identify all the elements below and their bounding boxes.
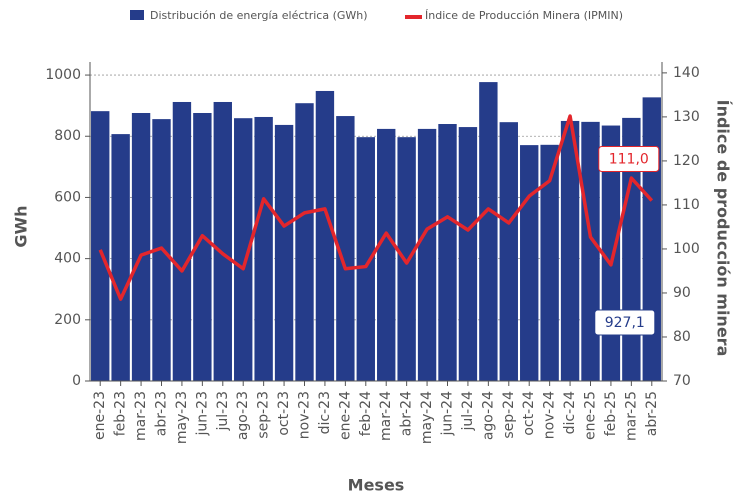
x-axis-title: Meses xyxy=(348,476,405,495)
x-tick-label: ago-24 xyxy=(480,391,496,440)
y2-tick-label: 100 xyxy=(673,241,700,257)
y2-tick-label: 80 xyxy=(673,329,691,345)
value-label-box xyxy=(594,309,656,336)
x-tick-label: oct-24 xyxy=(521,391,537,436)
y-tick-label: 200 xyxy=(54,312,81,328)
x-tick-label: jul-24 xyxy=(460,391,476,432)
x-tick-label: oct-23 xyxy=(276,391,292,436)
legend-swatch xyxy=(405,15,422,19)
bar xyxy=(193,112,212,382)
bar xyxy=(520,145,539,381)
bar xyxy=(438,124,457,382)
y2-tick-label: 120 xyxy=(673,153,700,169)
bar xyxy=(458,127,478,381)
bar xyxy=(131,112,151,382)
x-tick-label: jun-23 xyxy=(194,391,210,437)
value-label: 111,0 xyxy=(609,152,649,168)
x-tick-label: feb-23 xyxy=(113,391,129,436)
value-label: 927,1 xyxy=(605,315,645,331)
x-tick-label: mar-25 xyxy=(623,391,639,441)
x-tick-label: feb-25 xyxy=(603,391,619,436)
legend-label: Índice de Producción Minera (IPMIN) xyxy=(425,9,623,22)
y-tick-label: 600 xyxy=(54,189,81,205)
x-tick-label: nov-24 xyxy=(542,391,558,439)
x-tick-label: sep-23 xyxy=(256,391,272,439)
y-tick-label: 800 xyxy=(54,128,81,144)
bar xyxy=(397,137,416,381)
x-tick-label: mar-24 xyxy=(378,391,394,441)
bar xyxy=(336,116,355,381)
legend-swatch xyxy=(130,10,144,20)
x-tick-label: jul-23 xyxy=(215,391,231,432)
y2-tick-label: 130 xyxy=(673,109,700,125)
x-tick-label: nov-23 xyxy=(297,391,313,439)
y2-tick-label: 70 xyxy=(673,373,691,389)
bar xyxy=(234,118,253,382)
bar xyxy=(540,144,559,381)
y-tick-label: 1000 xyxy=(45,67,81,83)
x-tick-label: abr-25 xyxy=(644,391,660,436)
x-tick-label: feb-24 xyxy=(358,391,374,436)
x-tick-label: ago-23 xyxy=(235,391,251,440)
bar xyxy=(295,103,314,382)
bar xyxy=(254,116,273,381)
bar xyxy=(642,97,661,381)
bar xyxy=(417,128,437,381)
x-tick-label: abr-24 xyxy=(399,391,415,436)
x-tick-label: may-24 xyxy=(419,391,435,444)
y2-tick-label: 140 xyxy=(673,65,700,81)
x-tick-label: ene-25 xyxy=(583,391,599,440)
bar xyxy=(315,90,335,381)
bar xyxy=(111,134,130,381)
bar xyxy=(274,124,294,381)
bar xyxy=(560,120,580,381)
x-tick-label: may-23 xyxy=(174,391,190,444)
x-tick-label: ene-24 xyxy=(337,391,353,440)
x-tick-label: jun-24 xyxy=(440,391,456,437)
x-tick-label: dic-24 xyxy=(562,391,578,434)
bar xyxy=(581,121,600,381)
x-tick-label: mar-23 xyxy=(133,391,149,441)
x-tick-label: ene-23 xyxy=(92,391,108,440)
y2-axis-title: Índice de producción minera xyxy=(714,100,733,357)
bar xyxy=(479,82,498,381)
y-axis-title: GWh xyxy=(12,205,31,247)
bar xyxy=(377,128,396,381)
line xyxy=(98,114,654,301)
bar xyxy=(213,101,232,381)
x-tick-label: sep-24 xyxy=(501,391,517,439)
value-label-box xyxy=(598,146,660,173)
x-tick-label: dic-23 xyxy=(317,391,333,434)
y-tick-label: 400 xyxy=(54,251,81,267)
y2-tick-label: 90 xyxy=(673,285,691,301)
legend-label: Distribución de energía eléctrica (GWh) xyxy=(150,9,368,22)
bar xyxy=(499,122,518,381)
bar xyxy=(172,101,192,381)
bar xyxy=(91,111,110,381)
y2-tick-label: 110 xyxy=(673,197,700,213)
x-tick-label: abr-23 xyxy=(154,391,170,436)
bar xyxy=(356,137,375,381)
y-tick-label: 0 xyxy=(72,373,81,389)
